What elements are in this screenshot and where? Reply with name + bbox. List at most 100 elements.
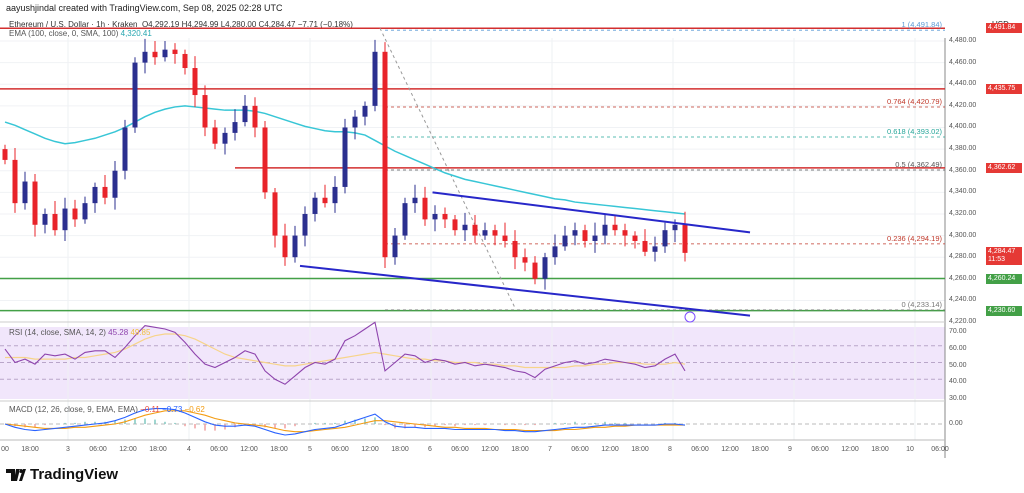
time-tick: 10 bbox=[906, 446, 914, 453]
candle-body bbox=[422, 197, 428, 220]
time-tick: 8 bbox=[668, 446, 672, 453]
time-tick: 5 bbox=[308, 446, 312, 453]
candle-body bbox=[152, 51, 158, 58]
ema-value: 4,320.41 bbox=[120, 29, 152, 38]
symbol-legend: Ethereum / U.S. Dollar · 1h · Kraken O4,… bbox=[9, 20, 353, 29]
price-tag: 4,260.24 bbox=[986, 273, 1022, 284]
macd-value: −0.73 bbox=[162, 405, 183, 414]
price-tick: 4,280.00 bbox=[949, 253, 977, 261]
rsi-label: RSI (14, close, SMA, 14, 2) bbox=[9, 328, 106, 337]
price-tag: 4,230.60 bbox=[986, 305, 1022, 316]
time-tick: 06:00 bbox=[811, 446, 829, 453]
time-tick: 9 bbox=[788, 446, 792, 453]
candle-body bbox=[442, 213, 448, 220]
candle-body bbox=[32, 181, 38, 225]
candle-body bbox=[322, 197, 328, 204]
candle-body bbox=[42, 213, 48, 225]
time-tick: 06:00 bbox=[451, 446, 469, 453]
candle-body bbox=[662, 230, 668, 247]
candle-body bbox=[122, 127, 128, 171]
candle-body bbox=[462, 224, 468, 231]
price-tag: 4,362.62 bbox=[986, 162, 1022, 173]
macd-signal-line bbox=[4, 410, 685, 433]
price-tick: 4,480.00 bbox=[949, 37, 977, 44]
price-tick: 4,440.00 bbox=[949, 80, 977, 88]
macd-legend[interactable]: MACD (12, 26, close, 9, EMA, EMA) −0.11 … bbox=[9, 405, 205, 414]
candle-body bbox=[102, 186, 108, 198]
candle-body bbox=[2, 149, 8, 160]
candle-body bbox=[622, 230, 628, 236]
time-tick: 00 bbox=[1, 446, 9, 453]
time-tick: 12:00 bbox=[721, 446, 739, 453]
candle-body bbox=[202, 95, 208, 128]
time-tick: 7 bbox=[548, 446, 552, 453]
candle-body bbox=[522, 257, 528, 263]
time-tick: 6 bbox=[428, 446, 432, 453]
candle-body bbox=[22, 181, 28, 204]
rsi-tick: 60.00 bbox=[949, 344, 967, 352]
alert-icon bbox=[684, 311, 696, 323]
time-tick: 06:00 bbox=[210, 446, 228, 453]
candle-body bbox=[672, 224, 678, 231]
time-tick: 18:00 bbox=[21, 446, 39, 453]
candle-body bbox=[542, 257, 548, 279]
time-tick: 12:00 bbox=[841, 446, 859, 453]
time-tick: 06:00 bbox=[691, 446, 709, 453]
time-tick: 06:00 bbox=[331, 446, 349, 453]
candle-body bbox=[612, 224, 618, 231]
ema-label: EMA (100, close, 0, SMA, 100) bbox=[9, 29, 119, 38]
time-tick: 18:00 bbox=[149, 446, 167, 453]
candle-body bbox=[632, 235, 638, 241]
macd-label: MACD (12, 26, close, 9, EMA, EMA) bbox=[9, 405, 138, 414]
candle-body bbox=[252, 105, 258, 128]
time-tick: 18:00 bbox=[511, 446, 529, 453]
price-tick: 4,340.00 bbox=[949, 188, 977, 196]
candle-body bbox=[592, 235, 598, 241]
tradingview-logo-icon bbox=[6, 468, 26, 481]
channel-line bbox=[432, 191, 751, 234]
candle-body bbox=[192, 68, 198, 96]
fib-level-label: 0.764 (4,420.79) bbox=[886, 97, 942, 106]
ohlc-high: H4,294.99 bbox=[181, 20, 219, 29]
fib-trend-line bbox=[379, 27, 516, 309]
fib-level-label: 1 (4,491.84) bbox=[901, 20, 942, 30]
candle-body bbox=[272, 192, 278, 236]
symbol-name[interactable]: Ethereum / U.S. Dollar · 1h · Kraken bbox=[9, 20, 138, 29]
ema-legend[interactable]: EMA (100, close, 0, SMA, 100) 4,320.41 bbox=[9, 29, 152, 38]
ohlc-low: L4,280.00 bbox=[220, 20, 257, 29]
candle-body bbox=[562, 235, 568, 247]
candle-body bbox=[382, 51, 388, 258]
candle-body bbox=[332, 186, 338, 204]
time-tick: 12:00 bbox=[481, 446, 499, 453]
time-tick: 06:00 bbox=[89, 446, 107, 453]
candle-body bbox=[312, 197, 318, 214]
tradingview-logo: TradingView bbox=[6, 466, 118, 483]
macd-tick: 0.00 bbox=[949, 420, 963, 427]
fib-level-label: 0.236 (4,294.19) bbox=[886, 233, 942, 243]
fib-level-label: 0 (4,233.14) bbox=[901, 299, 942, 309]
price-tick: 4,260.00 bbox=[949, 274, 977, 282]
rsi-tick: 40.00 bbox=[949, 378, 967, 386]
time-tick: 4 bbox=[187, 446, 191, 453]
candle-body bbox=[162, 49, 168, 58]
rsi-legend[interactable]: RSI (14, close, SMA, 14, 2) 45.28 49.85 bbox=[9, 328, 150, 337]
candle-body bbox=[392, 235, 398, 258]
time-tick: 06:00 bbox=[571, 446, 589, 453]
rsi-sma-value: 49.85 bbox=[130, 328, 151, 337]
candle-body bbox=[682, 224, 688, 253]
channel-line bbox=[299, 264, 751, 317]
candle-body bbox=[182, 53, 188, 69]
candle-body bbox=[352, 116, 358, 128]
candle-body bbox=[112, 170, 118, 198]
candle-body bbox=[222, 132, 228, 144]
rsi-tick: 30.00 bbox=[949, 395, 967, 402]
price-tick: 4,380.00 bbox=[949, 145, 977, 153]
time-tick: 3 bbox=[66, 446, 70, 453]
candle-body bbox=[532, 262, 538, 279]
price-change: −7.71 (−0.18%) bbox=[297, 20, 353, 29]
rsi-tick: 70.00 bbox=[949, 328, 967, 335]
candle-body bbox=[342, 127, 348, 187]
price-tick: 4,420.00 bbox=[949, 101, 977, 109]
candle-body bbox=[132, 62, 138, 128]
